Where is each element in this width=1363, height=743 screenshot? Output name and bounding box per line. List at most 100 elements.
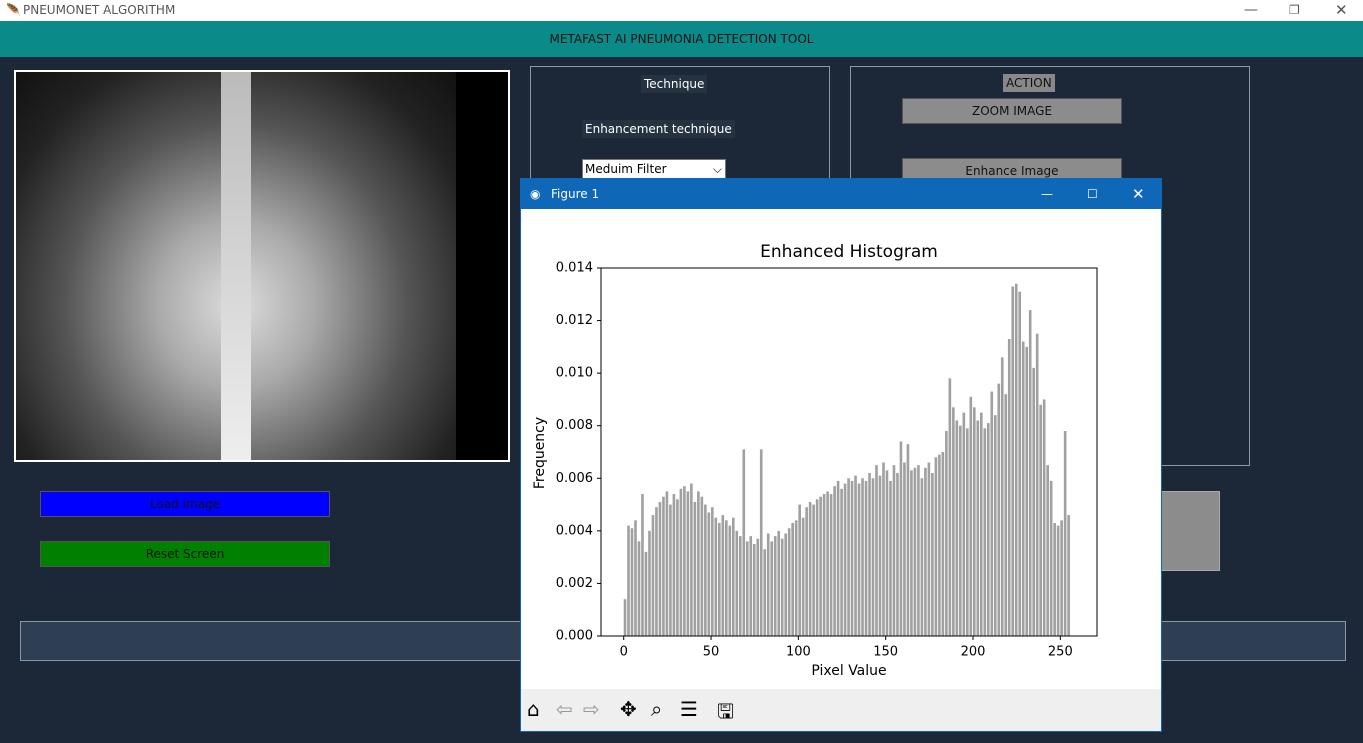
chart: Enhanced Histogram Pixel Value Frequency… xyxy=(532,242,1098,679)
histogram-bar xyxy=(773,536,777,636)
zoom-tool[interactable]: ⌕ xyxy=(651,697,663,721)
histogram-bar xyxy=(1004,394,1008,636)
histogram-bar xyxy=(644,551,648,636)
window-title: PNEUMONET ALGORITHM xyxy=(23,3,176,17)
histogram-bar xyxy=(1032,367,1035,636)
histogram-bar xyxy=(826,491,829,636)
histogram-bar xyxy=(850,480,854,636)
home-tool[interactable]: ⌂ xyxy=(527,697,540,721)
histogram-bar xyxy=(979,412,983,636)
histogram-bar xyxy=(665,491,669,636)
figure-minimize[interactable]: — xyxy=(1041,187,1053,201)
figure-close[interactable]: ✕ xyxy=(1132,185,1145,203)
histogram-bar xyxy=(892,465,896,636)
histogram-bar xyxy=(787,528,791,636)
histogram-bar xyxy=(920,478,924,636)
histogram-bar xyxy=(1067,515,1070,636)
histogram-bar xyxy=(962,412,966,636)
histogram-bar xyxy=(1060,520,1063,636)
histogram-bar xyxy=(945,430,948,636)
histogram-bar xyxy=(627,525,630,636)
histogram-bar xyxy=(997,383,1001,636)
histogram-bar xyxy=(679,488,683,636)
histogram-bar xyxy=(731,517,735,636)
histogram-bar xyxy=(885,470,889,636)
histogram-bar xyxy=(1018,291,1022,636)
histogram-bar xyxy=(718,522,721,636)
histogram-bar xyxy=(658,501,662,636)
histogram-bar xyxy=(1063,430,1067,636)
technique-label: Technique xyxy=(641,75,708,93)
y-tick-label: 0.002 xyxy=(556,576,593,591)
load-button[interactable]: Load image xyxy=(40,491,330,517)
enhancement-label: Enhancement technique xyxy=(582,120,735,138)
histogram-bar xyxy=(829,494,833,636)
histogram-bar xyxy=(969,396,973,636)
save-tool[interactable]: 🖫 xyxy=(717,699,735,723)
y-tick-label: 0.012 xyxy=(556,313,593,328)
histogram-bar xyxy=(854,475,857,636)
window-title-bar: 🪶 PNEUMONET ALGORITHM — ❐ ✕ xyxy=(0,0,1363,21)
histogram-bar xyxy=(693,501,697,636)
histogram-bar xyxy=(648,530,651,636)
histogram-bar xyxy=(756,538,760,636)
y-tick-label: 0.008 xyxy=(556,418,593,433)
histogram-bar xyxy=(815,499,819,636)
histogram-bar xyxy=(913,467,917,636)
figure-maximize[interactable]: ☐ xyxy=(1087,187,1098,201)
y-tick-label: 0.006 xyxy=(556,471,593,486)
pan-tool[interactable]: ✥ xyxy=(620,697,637,721)
histogram-bar xyxy=(655,507,658,636)
restore-button[interactable]: ❐ xyxy=(1289,3,1300,17)
histogram-bar xyxy=(938,454,941,636)
histogram-bar xyxy=(808,501,812,636)
histogram-bar xyxy=(669,504,672,636)
histogram-bar xyxy=(899,441,903,636)
reset-button[interactable]: Reset Screen xyxy=(40,541,330,567)
x-tick-label: 100 xyxy=(786,645,811,660)
x-tick-label: 250 xyxy=(1048,645,1073,660)
app-icon: 🪶 xyxy=(6,3,21,17)
histogram-bar xyxy=(973,407,976,636)
histogram-bar xyxy=(742,449,746,636)
xray-spine xyxy=(221,72,251,460)
histogram-bar xyxy=(819,496,822,636)
configure-tool[interactable]: ☰ xyxy=(680,697,698,721)
histogram-bar xyxy=(990,391,994,636)
histogram-bar xyxy=(641,494,644,636)
histogram-bar xyxy=(780,538,784,636)
x-tick-label: 200 xyxy=(961,645,986,660)
y-axis-label: Frequency xyxy=(532,417,548,489)
dropdown-value: Meduim Filter xyxy=(585,162,667,176)
histogram-bar xyxy=(840,488,843,636)
back-tool[interactable]: ⇦ xyxy=(556,697,573,721)
histogram-bar xyxy=(868,473,871,636)
histogram-bar xyxy=(662,496,665,636)
histogram-bar xyxy=(683,486,686,636)
y-tick-label: 0.004 xyxy=(556,523,593,538)
histogram-bar xyxy=(794,520,798,636)
histogram-bar xyxy=(1000,357,1004,636)
zoom-button[interactable]: ZOOM IMAGE xyxy=(902,98,1122,124)
minimize-button[interactable]: — xyxy=(1244,2,1258,18)
histogram-bar xyxy=(745,541,749,636)
forward-tool[interactable]: ⇨ xyxy=(583,697,600,721)
histogram-bar xyxy=(1025,346,1029,636)
histogram-bar xyxy=(749,536,753,636)
filter-dropdown[interactable]: Meduim Filter ⌵ xyxy=(582,159,726,180)
histogram-bar xyxy=(791,522,794,636)
histogram-bar xyxy=(630,528,634,636)
histogram-bar xyxy=(700,496,704,636)
close-button[interactable]: ✕ xyxy=(1335,1,1348,19)
histogram-bar xyxy=(822,494,826,636)
histogram-bar xyxy=(711,507,714,636)
histogram-bar xyxy=(697,491,700,636)
histogram-bar xyxy=(889,480,892,636)
histogram-bar xyxy=(931,473,934,636)
histogram-bar xyxy=(864,480,868,636)
figure-window: ◉ Figure 1 — ☐ ✕ Enhanced Histogram Pixe… xyxy=(520,178,1162,732)
chart-title: Enhanced Histogram xyxy=(760,242,938,262)
x-axis-label: Pixel Value xyxy=(811,663,886,679)
histogram-bar xyxy=(966,428,969,636)
